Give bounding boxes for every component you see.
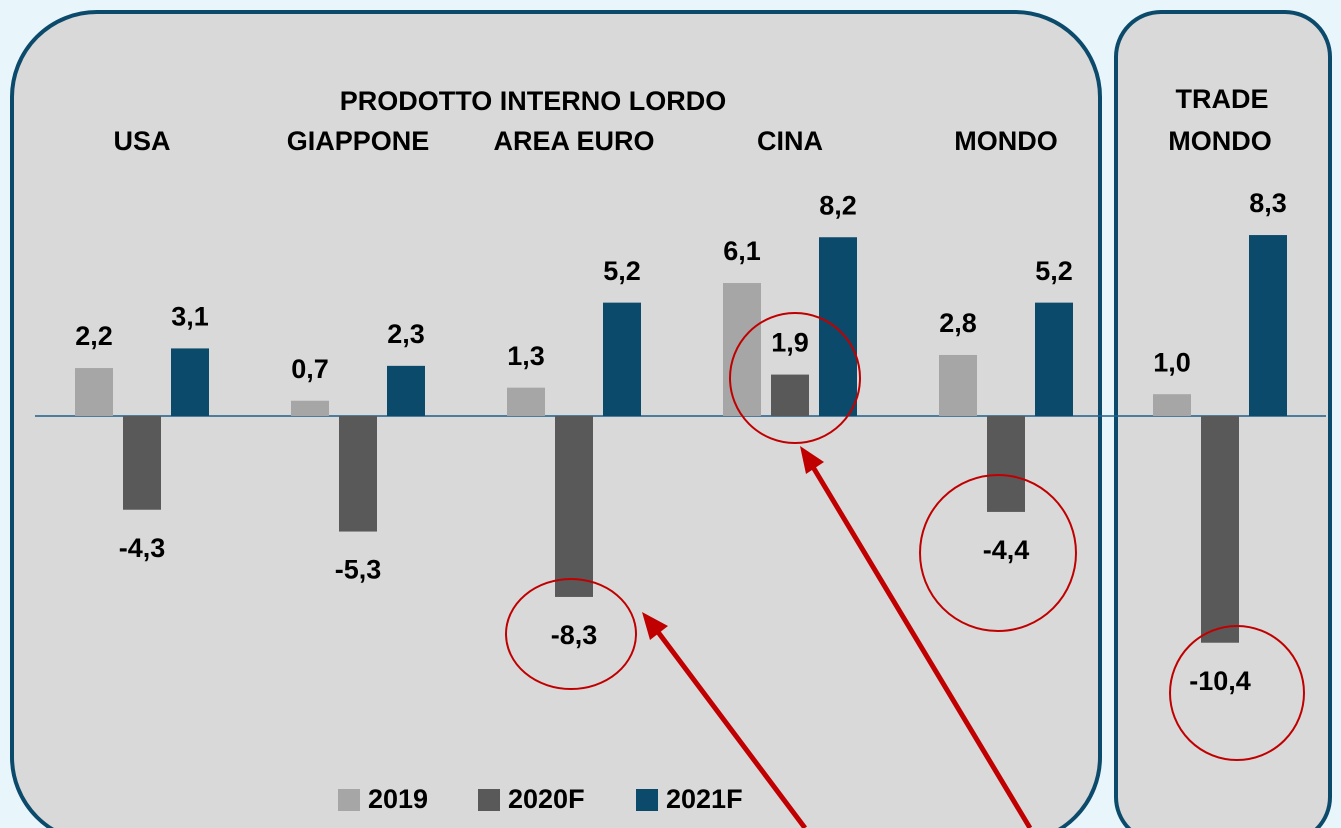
data-label: -5,3	[335, 555, 382, 585]
bar	[939, 354, 977, 416]
data-label: 5,2	[1035, 256, 1073, 286]
x-tick-label: MONDO	[1168, 126, 1272, 156]
data-label: -8,3	[551, 620, 598, 650]
bar	[507, 387, 545, 416]
highlight-circle	[1169, 625, 1305, 761]
data-label: 1,3	[507, 341, 545, 371]
legend-swatch	[478, 789, 500, 811]
data-label: 8,2	[819, 190, 857, 220]
bar	[291, 400, 329, 416]
data-label: 2,3	[387, 319, 425, 349]
legend-label: 2019	[368, 784, 428, 814]
data-label: 5,2	[603, 256, 641, 286]
legend-swatch	[338, 789, 360, 811]
annotations	[505, 312, 1305, 761]
bar	[123, 416, 161, 510]
arrow-head	[642, 612, 668, 640]
data-label: 1,9	[771, 328, 809, 358]
bar	[387, 365, 425, 416]
bar	[987, 416, 1025, 512]
bar	[339, 416, 377, 532]
bar	[171, 348, 209, 416]
legend-label: 2021F	[666, 784, 743, 814]
bar	[1249, 235, 1287, 416]
bar	[555, 416, 593, 597]
bar	[1035, 302, 1073, 416]
x-tick-label: GIAPPONE	[287, 126, 430, 156]
legend-label: 2020F	[508, 784, 585, 814]
bar	[75, 368, 113, 416]
highlight-circle	[505, 578, 637, 690]
panel-title: TRADE	[1176, 84, 1269, 114]
bar	[723, 283, 761, 416]
data-label: 8,3	[1249, 188, 1287, 218]
arrow	[653, 626, 807, 828]
x-tick-label: CINA	[757, 126, 823, 156]
panel-title: PRODOTTO INTERNO LORDO	[340, 86, 727, 116]
x-tick-label: MONDO	[954, 126, 1058, 156]
arrow-head	[800, 446, 824, 474]
data-label: 3,1	[171, 302, 209, 332]
data-label: -4,3	[119, 533, 166, 563]
data-label: 2,2	[75, 321, 113, 351]
data-label: 1,0	[1153, 347, 1191, 377]
data-label: 0,7	[291, 354, 329, 384]
data-label: -10,4	[1189, 666, 1251, 696]
arrows	[642, 446, 1033, 828]
bar	[819, 237, 857, 416]
highlight-circle	[919, 474, 1077, 632]
data-label: 6,1	[723, 236, 761, 266]
bar	[1201, 416, 1239, 643]
x-tick-label: AREA EURO	[493, 126, 654, 156]
x-tick-label: USA	[113, 126, 170, 156]
arrow	[807, 460, 1033, 828]
bar	[603, 302, 641, 416]
legend-swatch	[636, 789, 658, 811]
bar	[771, 374, 809, 416]
bar	[1153, 394, 1191, 416]
data-label: 2,8	[939, 308, 977, 338]
data-label: -4,4	[983, 535, 1030, 565]
highlight-circle	[729, 312, 861, 444]
